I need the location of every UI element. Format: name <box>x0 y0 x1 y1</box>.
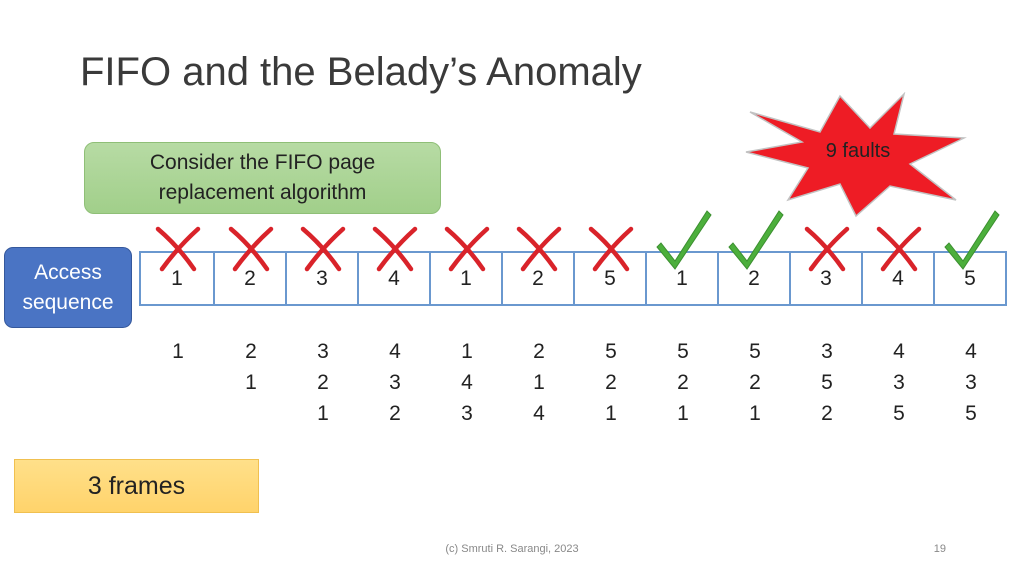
frame-column: 1 4 3 <box>447 336 487 429</box>
frame-value: 4 <box>965 340 977 363</box>
frame-column: 5 2 1 <box>663 336 703 429</box>
frame-value: 1 <box>605 402 617 425</box>
callout-line-2: replacement algorithm <box>158 181 367 204</box>
frame-value: 3 <box>317 340 329 363</box>
frame-column: 1 <box>158 336 198 367</box>
sequence-cell: 2 <box>213 251 287 306</box>
frame-value: 3 <box>389 371 401 394</box>
frame-column: 4 3 5 <box>951 336 991 429</box>
sequence-cell: 1 <box>139 251 215 306</box>
footer-credit: (c) Smruti R. Sarangi, 2023 <box>445 543 579 555</box>
frame-value: 2 <box>749 371 761 394</box>
frame-value: 1 <box>677 402 689 425</box>
frame-value: 1 <box>461 340 473 363</box>
frame-value: 3 <box>821 340 833 363</box>
page-title: FIFO and the Belady’s Anomaly <box>80 50 642 94</box>
sequence-cell: 4 <box>861 251 935 306</box>
frame-column: 5 2 1 <box>591 336 631 429</box>
frame-value: 1 <box>749 402 761 425</box>
frame-value: 4 <box>533 402 545 425</box>
frame-value: 5 <box>749 340 761 363</box>
frame-value: 3 <box>461 402 473 425</box>
frames-label: 3 frames <box>14 459 259 513</box>
algorithm-callout: Consider the FIFO page replacement algor… <box>84 142 441 214</box>
frame-value: 2 <box>533 340 545 363</box>
frame-value: 2 <box>677 371 689 394</box>
frame-value: 2 <box>317 371 329 394</box>
sequence-cell: 5 <box>573 251 647 306</box>
sequence-cell: 3 <box>789 251 863 306</box>
frame-value: 4 <box>461 371 473 394</box>
access-label-line-1: Access <box>34 260 102 284</box>
frame-column: 2 1 4 <box>519 336 559 429</box>
frame-value: 2 <box>605 371 617 394</box>
frame-column: 5 2 1 <box>735 336 775 429</box>
frame-column: 3 5 2 <box>807 336 847 429</box>
access-label-line-2: sequence <box>22 290 114 314</box>
frame-value: 4 <box>389 340 401 363</box>
frame-value: 2 <box>389 402 401 425</box>
frame-column: 3 2 1 <box>303 336 343 429</box>
frame-value: 1 <box>172 340 184 363</box>
faults-burst-icon <box>745 92 967 218</box>
frame-value: 5 <box>821 371 833 394</box>
sequence-cell: 3 <box>285 251 359 306</box>
sequence-cell: 5 <box>933 251 1007 306</box>
frame-value: 3 <box>965 371 977 394</box>
frame-value: 4 <box>893 340 905 363</box>
frame-value: 5 <box>677 340 689 363</box>
frame-value: 1 <box>533 371 545 394</box>
sequence-cell: 2 <box>717 251 791 306</box>
frame-value: 5 <box>605 340 617 363</box>
frame-value: 5 <box>893 402 905 425</box>
frame-column: 4 3 5 <box>879 336 919 429</box>
access-sequence-label: Access sequence <box>4 247 132 328</box>
callout-line-1: Consider the FIFO page <box>149 151 376 174</box>
faults-count: 9 faults <box>825 140 891 162</box>
sequence-cell: 1 <box>429 251 503 306</box>
frame-value: 1 <box>317 402 329 425</box>
sequence-cell: 1 <box>645 251 719 306</box>
sequence-cell: 2 <box>501 251 575 306</box>
page-number: 19 <box>933 543 946 555</box>
sequence-cell: 4 <box>357 251 431 306</box>
frame-value: 3 <box>893 371 905 394</box>
frame-column: 4 3 2 <box>375 336 415 429</box>
frame-value: 2 <box>245 340 257 363</box>
frame-value: 1 <box>245 371 257 394</box>
frame-value: 5 <box>965 402 977 425</box>
frame-value: 2 <box>821 402 833 425</box>
